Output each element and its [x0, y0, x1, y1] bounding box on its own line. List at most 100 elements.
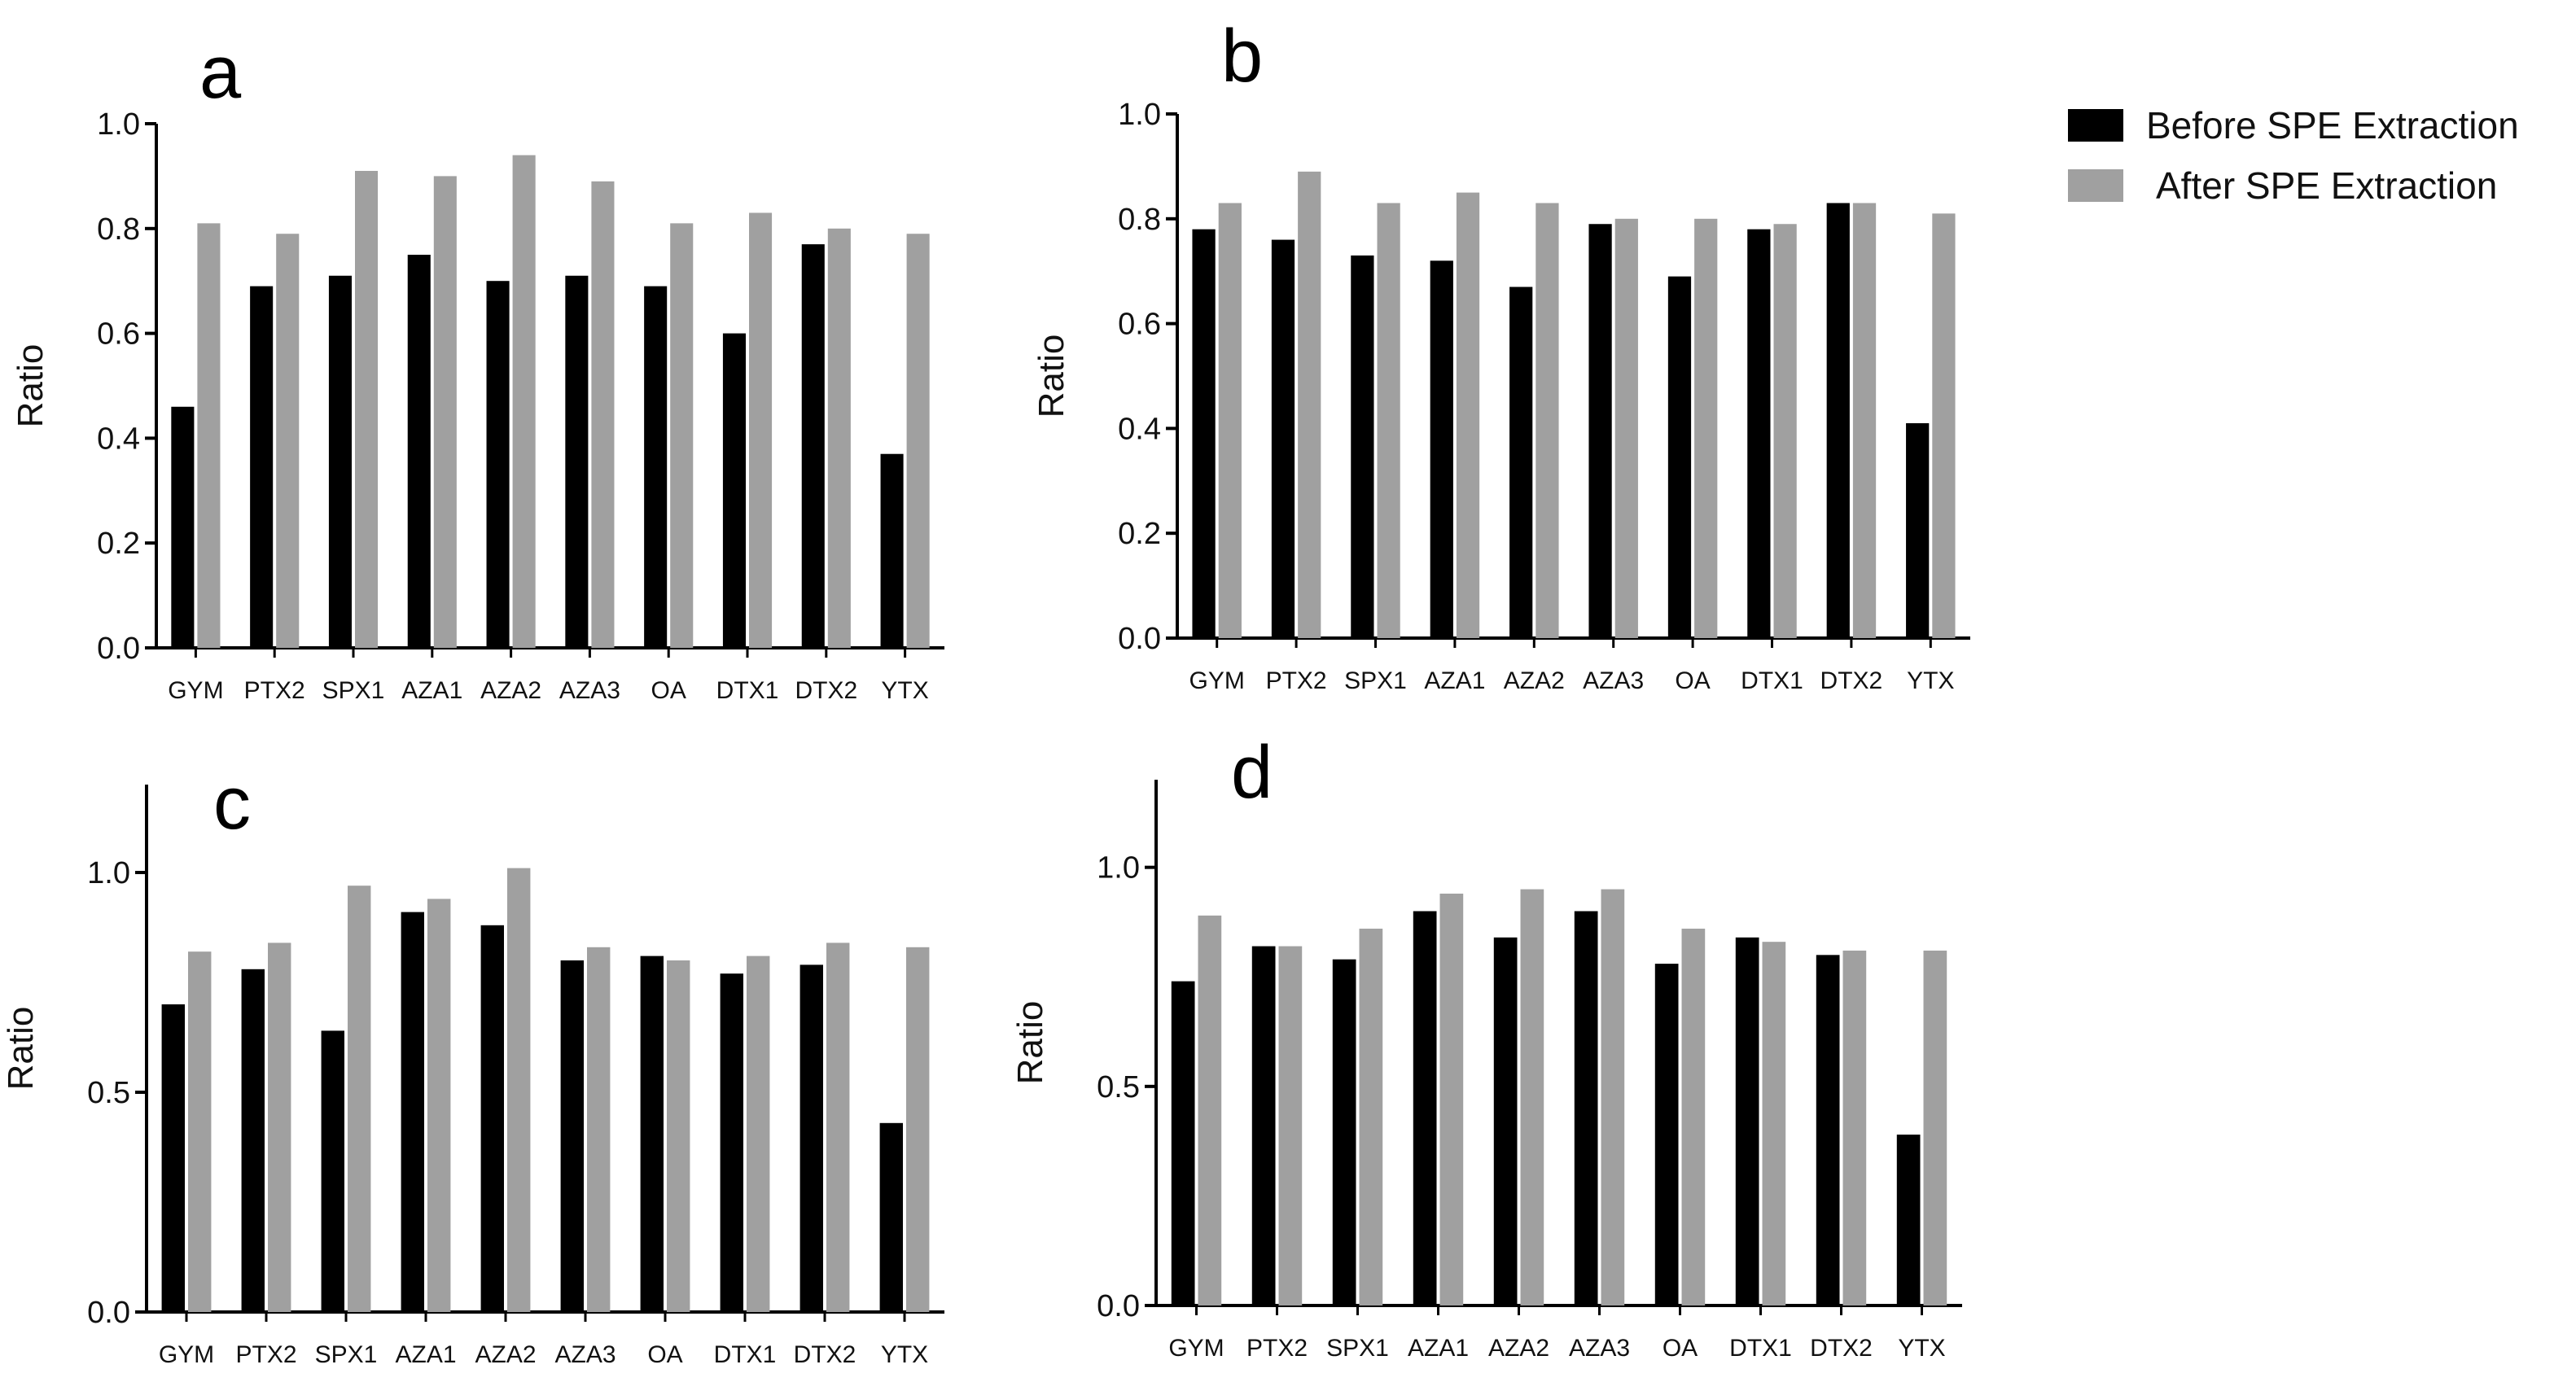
chart-panels: a Ratio 0.0 0.2 0.4 0.6 0.8 1.0 GYM PTX2 SPX1 AZA1 A…	[1, 15, 1970, 1368]
bar-after-spx1	[1377, 203, 1400, 639]
bar-before-ptx2	[241, 969, 265, 1312]
bar-before-oa	[1667, 276, 1692, 638]
bar-after-dtx2	[826, 942, 850, 1312]
bar-before-ytx	[1896, 1135, 1921, 1305]
x-tick-label: AZA1	[1408, 1335, 1469, 1362]
x-tick-label: DTX2	[795, 677, 857, 704]
bar-after-gym	[1198, 915, 1222, 1305]
bar-after-aza1	[427, 899, 451, 1312]
bar-after-ytx	[1923, 950, 1947, 1305]
y-tick-label: 1.0	[97, 107, 140, 142]
bar-before-spx1	[321, 1030, 344, 1312]
x-tick-label: DTX1	[1741, 667, 1803, 694]
panel-letter: a	[199, 31, 242, 114]
y-tick-label: 0.2	[1118, 517, 1161, 551]
x-tick-label: SPX1	[322, 677, 385, 704]
bar-before-spx1	[1351, 255, 1374, 638]
x-tick-label: DTX2	[1820, 667, 1883, 694]
y-tick-label: 1.0	[87, 856, 130, 890]
legend: Before SPE Extraction After SPE Extracti…	[2068, 104, 2519, 207]
bar-before-oa	[640, 956, 664, 1312]
x-tick-label: DTX1	[716, 677, 779, 704]
x-tick-label: GYM	[159, 1341, 214, 1368]
x-tick-label: SPX1	[1344, 667, 1407, 694]
bar-before-dtx1	[722, 333, 746, 648]
bar-before-ytx	[879, 1122, 903, 1312]
x-tick-label: OA	[651, 677, 686, 704]
bar-before-aza1	[1430, 260, 1453, 638]
bar-after-ptx2	[1278, 946, 1303, 1305]
bar-after-gym	[197, 223, 221, 648]
legend-swatch-before	[2068, 109, 2123, 142]
x-tick-label: PTX2	[1246, 1335, 1308, 1362]
bar-after-oa	[1694, 218, 1718, 638]
x-tick-label: YTX	[1898, 1335, 1945, 1362]
bar-before-aza2	[486, 281, 510, 648]
bar-after-ptx2	[1298, 171, 1321, 639]
bar-before-spx1	[1332, 959, 1356, 1305]
y-tick-label: 0.5	[1097, 1070, 1140, 1104]
bar-before-aza3	[1588, 224, 1612, 638]
bar-before-ptx2	[250, 286, 274, 648]
bar-after-oa	[667, 960, 690, 1312]
y-axis-title: Ratio	[1010, 1001, 1050, 1085]
bar-before-dtx2	[1816, 955, 1840, 1305]
bar-before-oa	[1654, 964, 1679, 1305]
bar-before-gym	[1171, 981, 1195, 1305]
x-tick-label: AZA3	[1583, 667, 1644, 694]
bar-after-aza2	[1536, 203, 1559, 639]
y-tick-label: 0.0	[97, 632, 140, 666]
legend-swatch-after	[2068, 169, 2123, 202]
bar-before-dtx1	[1747, 229, 1771, 638]
y-tick-label: 0.4	[1118, 412, 1161, 446]
bar-before-aza1	[401, 912, 424, 1312]
x-tick-label: AZA2	[1504, 667, 1565, 694]
bar-after-aza2	[1520, 889, 1544, 1305]
y-tick-label: 0.8	[97, 212, 140, 247]
bar-after-spx1	[348, 886, 371, 1312]
bar-after-dtx1	[1762, 942, 1786, 1305]
legend-label-before: Before SPE Extraction	[2146, 104, 2519, 147]
x-tick-label: GYM	[1168, 1335, 1224, 1362]
bar-before-dtx1	[1735, 937, 1759, 1305]
y-tick-label: 0.6	[1118, 308, 1161, 342]
chart-panel-c: c Ratio 0.0 0.5 1.0 GYM PTX2 SPX1 AZA1 AZA2 AZA3 OA…	[1, 762, 944, 1368]
bar-before-dtx1	[720, 973, 743, 1312]
bar-before-dtx2	[1826, 203, 1850, 639]
x-tick-label: DTX2	[1810, 1335, 1873, 1362]
bar-before-ptx2	[1271, 239, 1295, 638]
chart-panel-a: a Ratio 0.0 0.2 0.4 0.6 0.8 1.0 GYM PTX2 SPX1 AZA1 A…	[11, 31, 944, 704]
bar-after-dtx2	[1842, 950, 1867, 1305]
bar-after-aza3	[587, 947, 611, 1312]
x-tick-label: DTX1	[714, 1341, 777, 1368]
x-tick-label: PTX2	[235, 1341, 296, 1368]
x-tick-label: AZA1	[395, 1341, 456, 1368]
x-tick-label: SPX1	[315, 1341, 378, 1368]
bar-before-ytx	[1906, 422, 1930, 638]
x-tick-label: AZA3	[1569, 1335, 1630, 1362]
bar-after-oa	[1681, 929, 1706, 1305]
bar-before-dtx2	[801, 244, 825, 648]
y-tick-label: 0.0	[1118, 622, 1161, 656]
x-tick-label: DTX1	[1729, 1335, 1792, 1362]
y-tick-label: 0.0	[1097, 1289, 1140, 1323]
bar-after-aza2	[507, 868, 531, 1312]
x-tick-label: DTX2	[794, 1341, 856, 1368]
bar-before-aza2	[480, 925, 504, 1312]
x-tick-label: PTX2	[244, 677, 305, 704]
bar-before-ytx	[880, 453, 904, 648]
x-tick-label: AZA2	[480, 677, 541, 704]
x-tick-label: YTX	[881, 1341, 928, 1368]
x-tick-label: OA	[1675, 667, 1710, 694]
bar-after-dtx1	[1773, 224, 1797, 638]
bar-before-aza2	[1493, 937, 1518, 1305]
x-tick-label: AZA2	[1488, 1335, 1549, 1362]
x-tick-label: AZA3	[554, 1341, 616, 1368]
bar-after-spx1	[1359, 929, 1383, 1305]
x-tick-label: AZA3	[559, 677, 620, 704]
panel-letter: c	[213, 762, 251, 845]
x-tick-label: YTX	[1907, 667, 1954, 694]
x-tick-label: GYM	[1189, 667, 1245, 694]
bar-before-gym	[161, 1004, 185, 1312]
